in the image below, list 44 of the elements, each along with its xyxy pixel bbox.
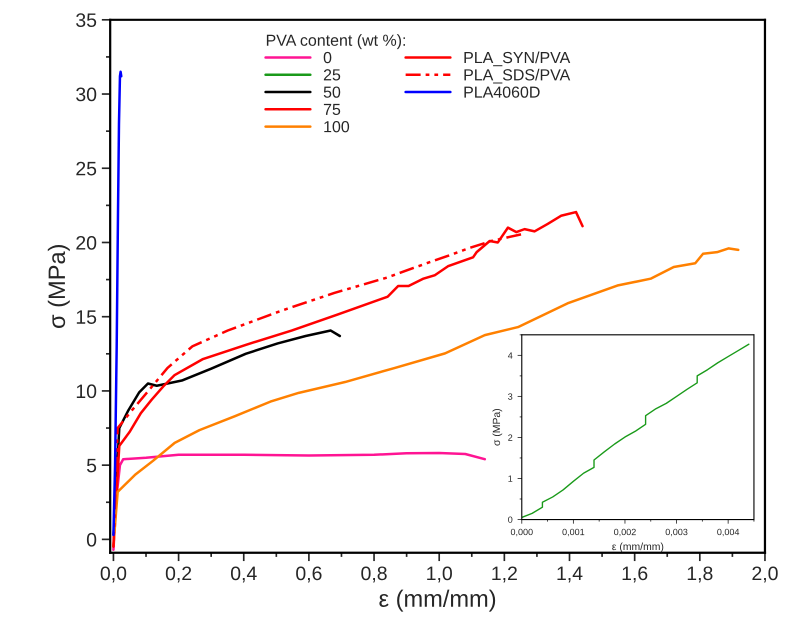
y-tick-label: 20 — [76, 236, 96, 250]
legend-label: 0 — [324, 52, 332, 64]
legend-label: PLA4060D — [464, 86, 540, 98]
y-tick-label: 4 — [508, 352, 512, 359]
y-tick-label: 10 — [76, 384, 96, 398]
legend-label: 75 — [324, 104, 340, 116]
x-tick-label: 2,0 — [752, 566, 778, 583]
legend-label: 50 — [324, 86, 340, 98]
legend-label: PLA_SYN/PVA — [464, 51, 570, 66]
x-tick-label: 0,0 — [100, 566, 126, 583]
y-tick-label: 0 — [508, 516, 512, 523]
x-tick-label: 1,0 — [427, 566, 452, 583]
x-tick-label: 0,8 — [361, 566, 387, 583]
y-tick-label: 3 — [508, 393, 512, 400]
x-tick-label: 1,2 — [492, 566, 517, 583]
x-tick-label: 0,003 — [666, 528, 688, 536]
y-tick-label: 30 — [76, 88, 96, 102]
x-tick-label: 0,6 — [296, 566, 322, 583]
y-tick-label: 25 — [76, 162, 96, 176]
x-tick-label: 1,4 — [557, 566, 582, 583]
x-tick-label: 0,004 — [717, 528, 740, 536]
line-series — [522, 344, 750, 518]
legend-label: 25 — [324, 69, 340, 80]
legend-label: 100 — [324, 121, 350, 132]
y-tick-label: 2 — [508, 434, 512, 441]
x-tick-label: 0,000 — [510, 528, 533, 536]
legend-label: PLA_SDS/PVA — [464, 68, 570, 84]
x-tick-label: 0,002 — [614, 528, 636, 536]
x-tick-label: 0,001 — [562, 528, 584, 536]
x-tick-label: 0,2 — [166, 566, 192, 583]
x-tick-label: 0,4 — [230, 566, 257, 583]
y-tick-label: 1 — [508, 476, 512, 482]
line-series — [112, 70, 123, 536]
x-tick-label: 1,6 — [622, 566, 648, 583]
x-axis-title: ε (mm/mm) — [379, 590, 496, 612]
y-axis-title: σ (MPa) — [48, 245, 70, 328]
y-tick-label: 15 — [76, 310, 96, 324]
y-tick-label: 0 — [86, 532, 96, 547]
y-tick-label: 35 — [76, 13, 96, 28]
legend-title: PVA content (wt %): — [266, 34, 405, 50]
x-axis-title: ε (mm/mm) — [612, 542, 664, 552]
x-tick-label: 1,8 — [688, 566, 712, 583]
y-tick-label: 5 — [86, 458, 96, 472]
y-axis-title: σ (MPa) — [492, 408, 502, 446]
